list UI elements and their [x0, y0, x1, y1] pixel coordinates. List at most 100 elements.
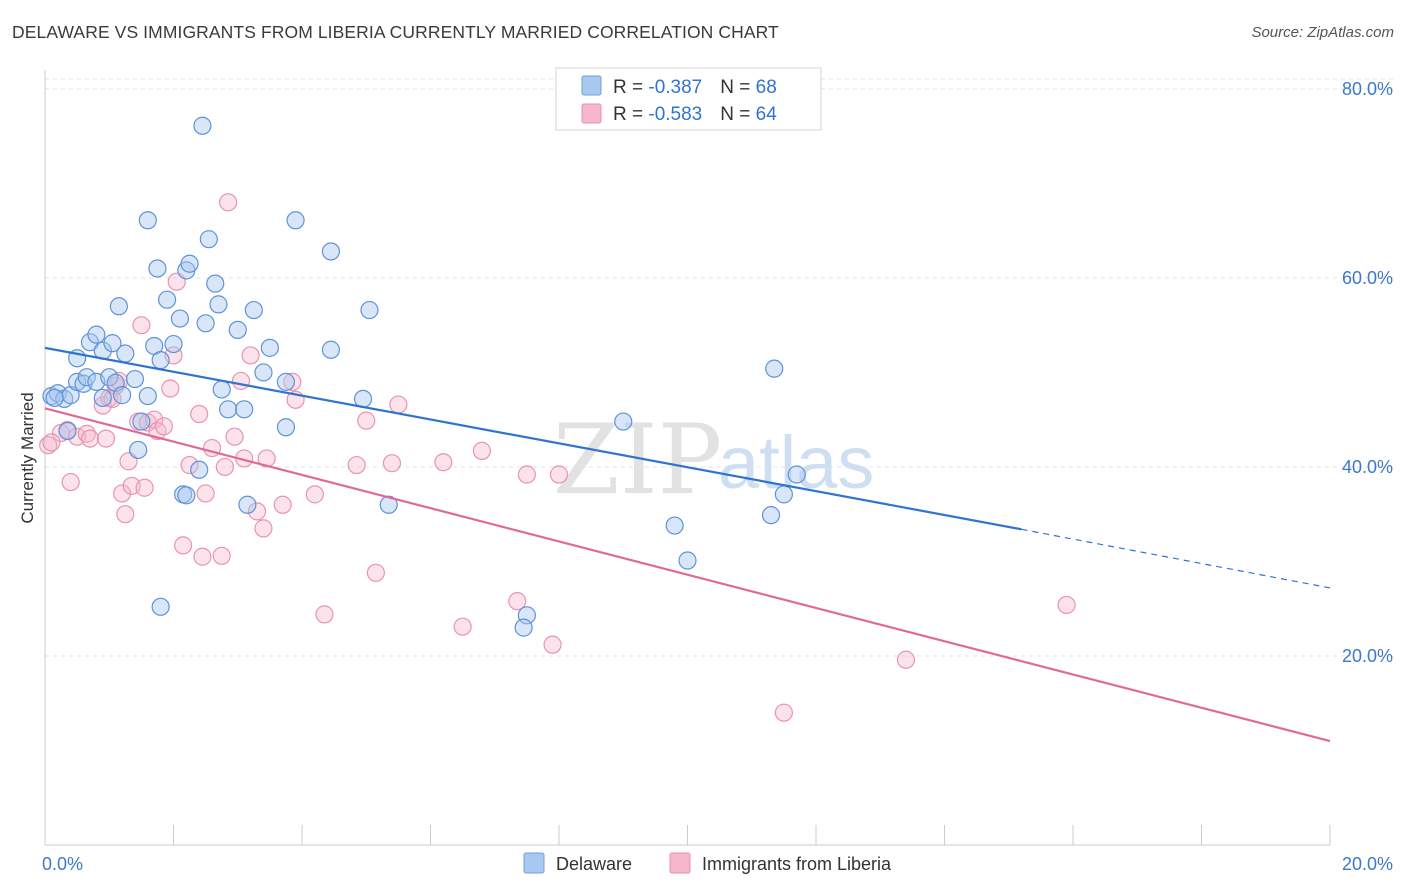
- top-legend: R = -0.387 N = 68 R = -0.583 N = 64: [555, 67, 822, 131]
- point-delaware-13: [93, 388, 112, 408]
- point-liberia-52: [434, 453, 453, 472]
- point-liberia-3: [61, 472, 80, 492]
- legend-row-1: R = -0.387 N = 68: [613, 77, 777, 98]
- point-delaware-22: [132, 412, 151, 431]
- legend-n-value-1: 68: [756, 77, 777, 98]
- point-delaware-50: [276, 372, 296, 391]
- point-liberia-36: [231, 371, 251, 391]
- point-liberia-38: [241, 346, 260, 365]
- point-delaware-11: [87, 325, 106, 344]
- point-liberia-18: [135, 478, 154, 497]
- bottom-legend-label-delaware: Delaware: [556, 854, 632, 874]
- point-delaware-46: [238, 495, 257, 514]
- point-liberia-42: [273, 495, 292, 514]
- point-liberia-23: [161, 379, 180, 398]
- point-liberia-41: [257, 449, 276, 468]
- point-delaware-19: [116, 344, 135, 363]
- point-delaware-61: [665, 516, 684, 535]
- point-delaware-64: [765, 359, 784, 378]
- point-delaware-63: [761, 506, 781, 525]
- legend-n-label-2: N =: [720, 104, 755, 125]
- point-delaware-17: [109, 297, 128, 316]
- bottom-legend-swatch-liberia: [669, 852, 691, 874]
- point-liberia-60: [896, 650, 916, 669]
- point-delaware-18: [112, 386, 132, 405]
- point-liberia-53: [453, 617, 472, 636]
- point-delaware-62: [678, 551, 697, 570]
- point-delaware-8: [77, 368, 96, 387]
- point-delaware-60: [614, 412, 633, 431]
- point-liberia-54: [472, 441, 491, 460]
- grid-lines: [45, 78, 1393, 657]
- source-label: Source: ZipAtlas.com: [1251, 24, 1394, 41]
- point-delaware-9: [80, 333, 100, 352]
- point-delaware-44: [228, 320, 247, 340]
- point-liberia-43: [283, 372, 302, 391]
- series-immigrants-from-liberia-points: [39, 193, 1076, 722]
- bottom-legend: Delaware Immigrants from Liberia: [523, 852, 892, 874]
- point-liberia-56: [517, 465, 536, 484]
- trend-line-extension-delaware: [1021, 528, 1331, 589]
- point-liberia-58: [549, 465, 569, 484]
- y-tick-label-80: 80.0%: [1342, 79, 1393, 99]
- y-tick-label-20: 20.0%: [1342, 646, 1393, 666]
- x-tick-label-20: 20.0%: [1342, 854, 1393, 874]
- bottom-legend-label-liberia: Immigrants from Liberia: [702, 854, 892, 874]
- y-tick-label-40: 40.0%: [1342, 457, 1393, 477]
- legend-n-value-2: 64: [756, 104, 778, 125]
- point-liberia-33: [215, 457, 234, 477]
- bottom-legend-swatch-delaware: [523, 852, 545, 874]
- point-liberia-29: [193, 547, 212, 566]
- point-delaware-27: [151, 351, 170, 370]
- chart-title: DELAWARE VS IMMIGRANTS FROM LIBERIA CURR…: [12, 22, 779, 42]
- point-delaware-20: [125, 369, 145, 389]
- point-delaware-41: [209, 295, 228, 314]
- point-liberia-62: [42, 433, 61, 452]
- point-delaware-35: [180, 254, 199, 273]
- point-delaware-52: [286, 211, 305, 230]
- point-liberia-50: [382, 454, 402, 473]
- point-liberia-11: [109, 371, 128, 391]
- point-liberia-45: [305, 485, 324, 504]
- point-delaware-23: [138, 211, 157, 230]
- point-liberia-7: [93, 396, 112, 415]
- point-liberia-8: [96, 429, 116, 448]
- point-liberia-26: [174, 536, 193, 555]
- point-delaware-29: [157, 290, 177, 309]
- point-liberia-22: [154, 417, 173, 436]
- legend-swatch-delaware: [581, 75, 602, 96]
- trend-lines: [44, 346, 1331, 743]
- point-liberia-6: [80, 429, 100, 448]
- x-tick-label-0: 0.0%: [42, 854, 83, 874]
- legend-r-label-1: R =: [613, 77, 648, 98]
- legend-r-value-2: -0.583: [648, 104, 702, 125]
- legend-r-value-1: -0.387: [648, 77, 702, 98]
- point-liberia-39: [247, 502, 267, 521]
- point-liberia-12: [112, 484, 132, 503]
- watermark-atlas: atlas: [718, 421, 874, 504]
- point-liberia-51: [389, 395, 408, 414]
- point-liberia-30: [196, 484, 215, 503]
- point-delaware-33: [177, 486, 196, 505]
- point-delaware-53: [321, 242, 341, 261]
- point-delaware-49: [260, 338, 279, 357]
- point-liberia-35: [225, 427, 244, 446]
- point-liberia-47: [347, 455, 366, 475]
- point-delaware-40: [206, 274, 225, 293]
- point-delaware-43: [219, 400, 238, 419]
- legend-r-label-2: R =: [613, 104, 648, 125]
- point-liberia-46: [315, 605, 334, 624]
- point-liberia-48: [357, 411, 376, 430]
- watermark: ZIP atlas: [553, 404, 874, 516]
- point-delaware-42: [212, 380, 231, 399]
- point-liberia-61: [1057, 595, 1076, 615]
- point-delaware-28: [151, 597, 170, 616]
- trend-line-liberia: [44, 407, 1331, 743]
- point-delaware-36: [190, 460, 209, 479]
- point-delaware-65: [774, 485, 793, 504]
- legend-n-label-1: N =: [720, 77, 755, 98]
- legend-swatch-liberia: [581, 103, 602, 124]
- point-liberia-55: [508, 592, 527, 611]
- point-liberia-57: [543, 635, 562, 654]
